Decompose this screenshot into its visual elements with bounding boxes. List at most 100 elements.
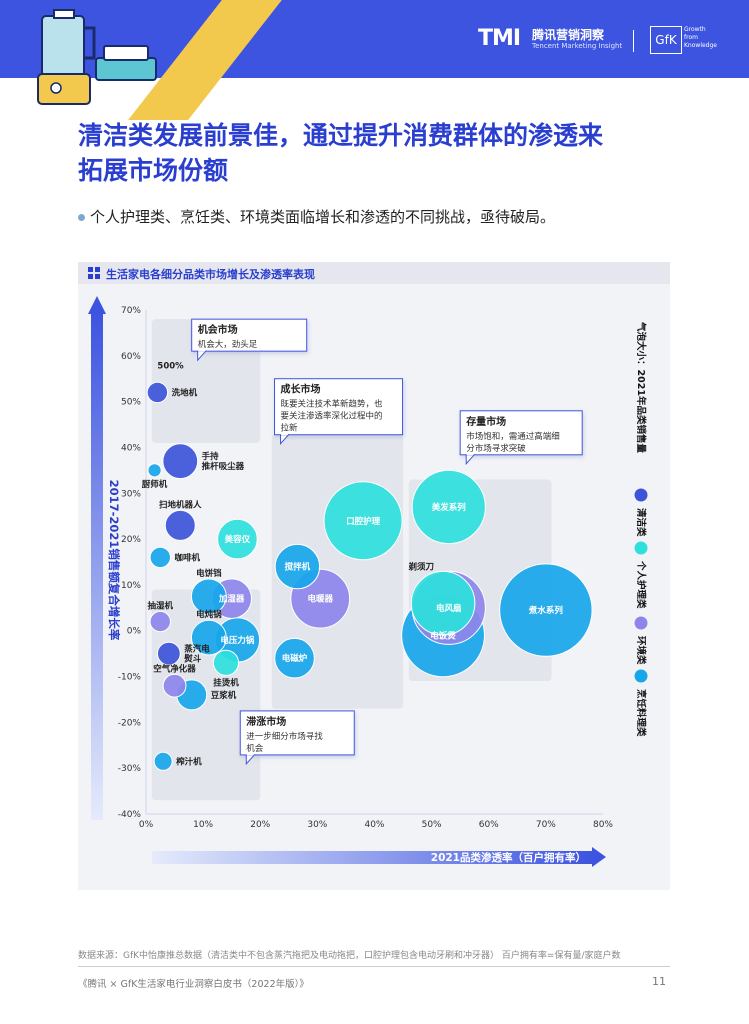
bubble — [190, 578, 227, 615]
y-tick-label: 10% — [121, 581, 141, 591]
bubble — [156, 641, 181, 666]
bubble-label: 扫地机器人 — [159, 499, 202, 510]
chart-panel-header: 生活家电各细分品类市场增长及渗透率表现 — [78, 262, 670, 284]
bubble — [147, 463, 162, 478]
tmi-logo: TMI — [478, 26, 521, 51]
annotation-pointer-icon — [465, 454, 476, 466]
legend-entry: 烹饪料理类 — [635, 689, 647, 737]
chart-title: 生活家电各细分品类市场增长及渗透率表现 — [106, 268, 315, 281]
y-tick-label: -10% — [118, 673, 142, 683]
bubble-label: 榨汁机 — [175, 756, 202, 767]
annotation-box — [239, 710, 355, 756]
x-axis-arrowhead-icon — [592, 847, 606, 867]
page-title-line: 拓展市场份额 — [78, 156, 229, 185]
annotation-text: 既要关注技术革新趋势，也 — [281, 399, 384, 410]
bubble — [153, 751, 173, 771]
bubble — [162, 443, 199, 480]
annotation-text: 市场饱和，需通过高端细 — [466, 431, 560, 442]
bubble — [164, 509, 196, 541]
bubble — [274, 637, 315, 679]
bubble — [162, 673, 187, 698]
bubble-label: 电磁炉 — [282, 653, 308, 664]
annotation-text: 分市场寻求突破 — [466, 443, 526, 454]
bubble-label: 洗地机 — [172, 387, 198, 398]
bullet-dot-icon — [78, 214, 85, 221]
annotation-text: 机会大，劲头足 — [198, 339, 258, 350]
bullet-point: 个人护理类、烹饪类、环境类面临增长和渗透的不同挑战，亟待破局。 — [78, 206, 555, 227]
bubble-label: 咖啡机 — [174, 552, 200, 563]
y-tick-label: 60% — [121, 352, 141, 362]
bubble-label: 煮水系列 — [528, 605, 564, 616]
y-axis-label: 2017-2021销售额复合增长率 — [107, 480, 121, 641]
annotation-title: 滞涨市场 — [246, 715, 286, 728]
x-tick-label: 20% — [250, 820, 270, 830]
legend-dot-icon — [634, 616, 648, 630]
footer-source: 《腾讯 × GfK生活家电行业洞察白皮书（2022年版）》 — [78, 979, 309, 990]
bubble — [212, 649, 240, 676]
bubble-label: 电压力锅 — [220, 635, 255, 646]
legend-dot-icon — [634, 669, 648, 683]
bubble — [149, 546, 171, 569]
bubble-label: 挂烫机 — [213, 677, 239, 688]
bubble-label: 美容仪 — [225, 534, 251, 545]
logo-separator — [633, 30, 634, 52]
bullet-text: 个人护理类、烹饪类、环境类面临增长和渗透的不同挑战，亟待破局。 — [90, 208, 556, 226]
bubble-label: 美发系列 — [432, 502, 467, 513]
legend-entry: 清洁类 — [635, 508, 647, 537]
bubble-label: 电风扇 — [436, 603, 462, 614]
y-tick-label: 50% — [121, 398, 141, 408]
legend-dot-icon — [634, 541, 648, 555]
tmi-name: 腾讯营销洞察 — [532, 28, 605, 42]
bubble — [499, 563, 593, 657]
x-tick-label: 30% — [307, 820, 327, 830]
y-tick-label: -20% — [118, 718, 142, 728]
bubble-label-line: 蒸汽电 — [184, 644, 210, 655]
bubble-label: 电饭煲 — [430, 630, 456, 641]
legend-dot-icon — [634, 488, 648, 502]
legend-entry: 环境类 — [635, 636, 647, 665]
annotation-box — [191, 318, 308, 352]
bubble — [274, 543, 321, 590]
gfk-sub-line: Knowledge — [684, 42, 717, 49]
bubble — [146, 381, 169, 404]
page-title-line: 清洁类发展前景佳，通过提升消费群体的渗透来 — [78, 121, 604, 150]
bubble — [149, 610, 171, 633]
gfk-sub-line: Growth — [684, 26, 706, 33]
bubble-label: 蒸汽电熨斗 — [184, 644, 210, 665]
x-tick-label: 80% — [593, 820, 613, 830]
annotation-title: 成长市场 — [281, 383, 321, 396]
legend-entry: 个人护理类 — [635, 560, 647, 609]
x-tick-label: 40% — [364, 820, 384, 830]
bubble-label: 剃须刀 — [407, 561, 434, 572]
gfk-logo: GfK — [650, 26, 682, 54]
bubble-label: 口腔护理 — [346, 516, 381, 527]
gfk-sub-line: from — [684, 34, 698, 41]
x-tick-label: 0% — [139, 820, 154, 830]
bubble-label: 手持推杆吸尘器 — [202, 451, 245, 472]
annotation-text: 要关注渗透率深化过程中的 — [281, 411, 383, 422]
legend-size-label: 气泡大小：2021年品类销售量 — [635, 321, 647, 453]
y-tick-label: 30% — [121, 489, 141, 499]
x-axis-arrow — [152, 851, 594, 864]
x-tick-label: 70% — [536, 820, 556, 830]
y-axis-arrow — [91, 312, 103, 820]
annotation-title: 机会市场 — [198, 323, 238, 336]
annotation-text: 进一步细分市场寻找 — [246, 731, 323, 742]
x-tick-label: 60% — [479, 820, 499, 830]
y-tick-label: -30% — [118, 764, 142, 774]
tmi-sub: Tencent Marketing Insight — [532, 42, 623, 50]
page-number: 11 — [652, 975, 666, 988]
y-axis-arrowhead-icon — [88, 296, 106, 314]
page-title: 清洁类发展前景佳，通过提升消费群体的渗透来 拓展市场份额 — [78, 118, 698, 188]
y-tick-label: 70% — [121, 306, 141, 316]
bubble-label: 厨师机 — [142, 479, 168, 490]
bubble-label-line: 推杆吸尘器 — [202, 461, 245, 472]
bubble-label: 电饼铛 — [196, 568, 222, 579]
bubble-label: 加湿器 — [218, 594, 245, 605]
annotation-text: 机会 — [246, 743, 264, 754]
footer-note: 数据来源：GfK中怡康推总数据（清洁类中不包含蒸汽拖把及电动拖把，口腔护理包含电… — [78, 951, 621, 961]
bubble-label: 电炖锅 — [196, 609, 222, 620]
bubble — [217, 518, 258, 560]
bubble-label: 空气净化器 — [153, 663, 196, 674]
x-axis-label: 2021品类渗透率（百户拥有率） — [431, 851, 586, 864]
